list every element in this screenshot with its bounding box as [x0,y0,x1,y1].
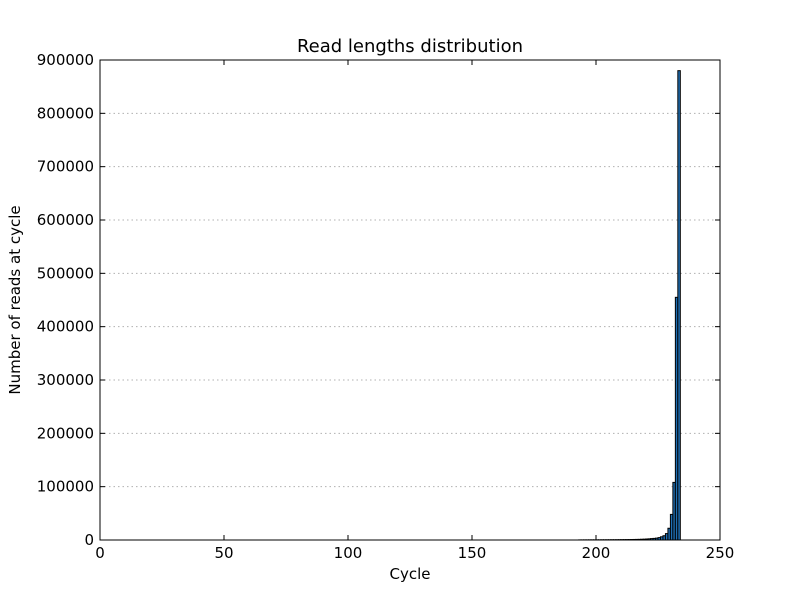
y-tick-label: 100000 [37,478,94,496]
y-tick-label: 0 [84,531,94,549]
x-axis-label: Cycle [390,565,431,583]
x-tick-label: 200 [582,544,611,562]
y-tick-label: 300000 [37,371,94,389]
x-tick-label: 250 [706,544,735,562]
y-ticks: 0 100000 200000 300000 400000 500000 600000 700… [37,51,720,549]
chart-title: Read lengths distribution [297,36,523,57]
plot-frame [99,59,721,541]
bars [578,70,681,541]
y-tick-label: 700000 [37,158,94,176]
grid-lines [100,112,720,488]
x-ticks: 0 50 100 150 200 250 [95,60,734,562]
y-axis-label: Number of reads at cycle [6,205,24,394]
x-tick-label: 150 [458,544,487,562]
x-tick-label: 0 [95,544,105,562]
y-tick-label: 900000 [37,51,94,69]
x-tick-label: 50 [214,544,233,562]
y-tick-label: 800000 [37,104,94,122]
y-tick-label: 500000 [37,264,94,282]
x-tick-label: 100 [334,544,363,562]
y-tick-label: 600000 [37,211,94,229]
y-tick-label: 400000 [37,318,94,336]
bar [677,70,681,541]
y-tick-label: 200000 [37,424,94,442]
